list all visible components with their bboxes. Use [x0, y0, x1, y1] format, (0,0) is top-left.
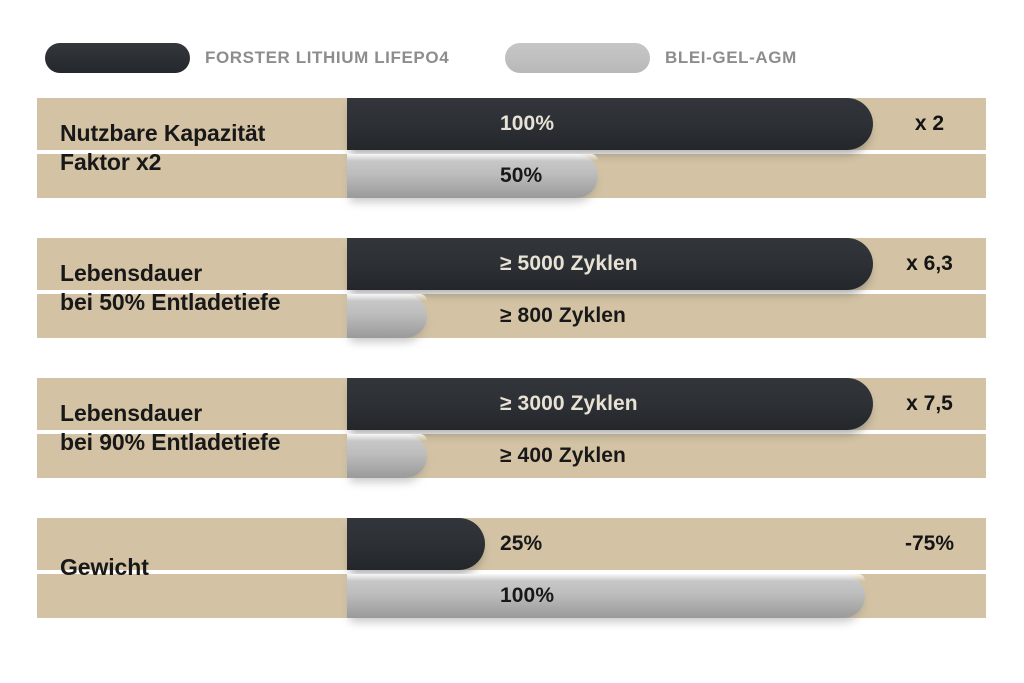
multiplier-lifespan-50: x 6,3 — [906, 252, 953, 275]
row-label-line-2: bei 90% Entladetiefe — [60, 429, 281, 455]
legend-label-lead: BLEI-GEL-AGM — [665, 48, 797, 67]
value-lead-capacity: 50% — [500, 164, 543, 187]
value-lithium-capacity: 100% — [500, 112, 555, 135]
multiplier-weight: -75% — [904, 532, 955, 555]
row-band-bottom — [37, 434, 986, 478]
row-label-line-1: Nutzbare Kapazität — [60, 119, 266, 146]
multiplier-capacity: x 2 — [914, 112, 945, 135]
row-label-line-1: Lebensdauer — [60, 399, 203, 426]
value-lead-lifespan-90: ≥ 400 Zyklen — [500, 444, 626, 467]
row-band-top — [37, 518, 986, 570]
comparison-row-capacity: Nutzbare Kapazität Faktor x2 100% 50% x … — [37, 98, 986, 198]
value-lead-lifespan-50: ≥ 800 Zyklen — [500, 304, 626, 327]
legend-item-lead: BLEI-GEL-AGM — [505, 36, 797, 80]
row-label-line-1: Lebensdauer — [60, 259, 203, 286]
row-label-lifespan-90: Lebensdauer bei 90% Entladetiefe — [37, 378, 347, 478]
bar-lithium-lifespan-90 — [347, 378, 873, 430]
pill-dark-icon — [45, 43, 190, 73]
comparison-row-lifespan-90: Lebensdauer bei 90% Entladetiefe ≥ 3000 … — [37, 378, 986, 478]
legend-label-lithium: FORSTER LITHIUM LIFEPO4 — [205, 48, 450, 67]
bar-lithium-capacity — [347, 98, 873, 150]
legend-item-lithium: FORSTER LITHIUM LIFEPO4 — [45, 36, 449, 80]
bar-lithium-lifespan-50 — [347, 238, 873, 290]
value-lithium-lifespan-90: ≥ 3000 Zyklen — [500, 392, 638, 415]
row-label-capacity: Nutzbare Kapazität Faktor x2 — [37, 98, 347, 198]
row-label-weight: Gewicht — [37, 518, 347, 618]
row-label-lifespan-50: Lebensdauer bei 50% Entladetiefe — [37, 238, 347, 338]
row-label-line-2: Faktor x2 — [60, 149, 162, 175]
comparison-row-lifespan-50: Lebensdauer bei 50% Entladetiefe ≥ 5000 … — [37, 238, 986, 338]
row-label-line-1: Gewicht — [60, 554, 149, 581]
bar-lead-capacity — [347, 154, 598, 198]
value-lithium-weight: 25% — [500, 532, 543, 555]
bar-lead-lifespan-50 — [347, 294, 427, 338]
bar-lead-weight — [347, 574, 865, 618]
row-label-line-2: bei 50% Entladetiefe — [60, 289, 281, 315]
row-band-bottom — [37, 294, 986, 338]
bar-lead-lifespan-90 — [347, 434, 427, 478]
value-lead-weight: 100% — [500, 584, 555, 607]
bar-lithium-weight — [347, 518, 485, 570]
multiplier-lifespan-90: x 7,5 — [906, 392, 953, 415]
value-lithium-lifespan-50: ≥ 5000 Zyklen — [500, 252, 638, 275]
chart-legend: FORSTER LITHIUM LIFEPO4 BLEI-GEL-AGM — [37, 36, 986, 80]
comparison-row-weight: Gewicht 25% 100% -75% — [37, 518, 986, 618]
pill-light-icon — [505, 43, 650, 73]
